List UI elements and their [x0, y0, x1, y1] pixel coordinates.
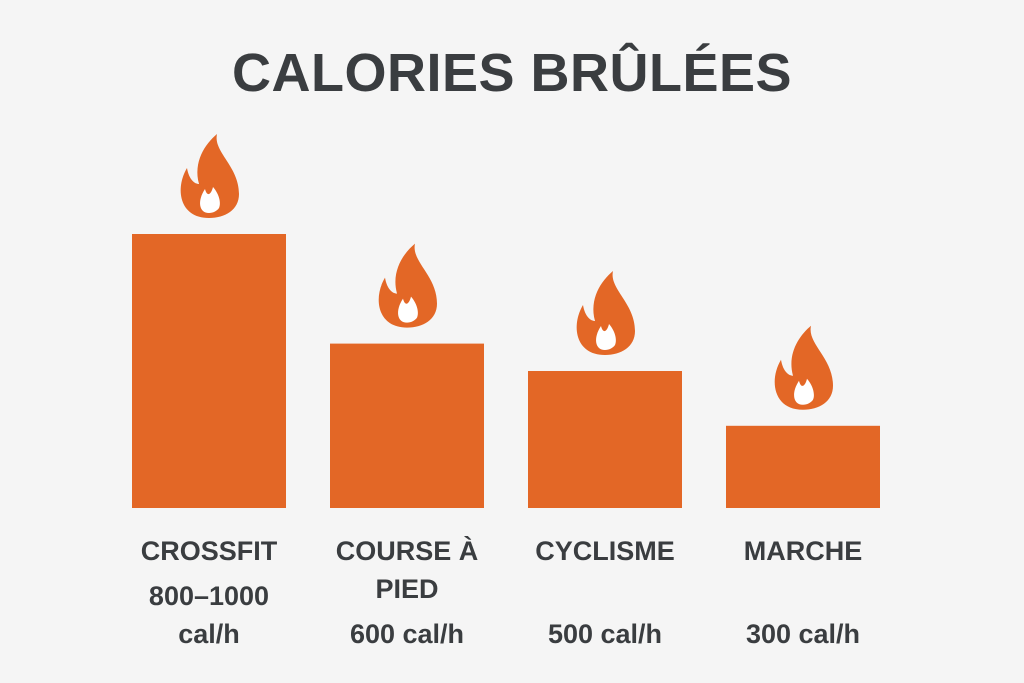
category-label: CYCLISME [535, 536, 675, 566]
flame [378, 243, 437, 328]
category-label: COURSE À PIED [335, 536, 479, 604]
value-label: 300 cal/h [745, 619, 861, 649]
chart-title: CALORIES BRÛLÉES [231, 43, 793, 103]
value-label: 800–1000 cal/h [148, 581, 270, 649]
flame-core [596, 324, 616, 350]
flame-icon [774, 325, 833, 410]
flame-core [794, 378, 814, 405]
value-label: 600 cal/h [349, 619, 465, 649]
category-label: MARCHE [743, 536, 863, 566]
bar [330, 343, 484, 508]
bar [132, 234, 286, 508]
flame [774, 325, 833, 410]
value-label: 500 cal/h [547, 619, 663, 649]
flame-icon [180, 134, 239, 218]
category-label: CROSSFIT [140, 536, 278, 566]
flame-core [200, 187, 220, 213]
flame [576, 271, 635, 355]
flame [180, 134, 239, 218]
flame-core [398, 296, 418, 323]
bar [726, 425, 880, 508]
bar [528, 371, 682, 508]
flame-icon [576, 271, 635, 355]
flame-icon [378, 243, 437, 328]
